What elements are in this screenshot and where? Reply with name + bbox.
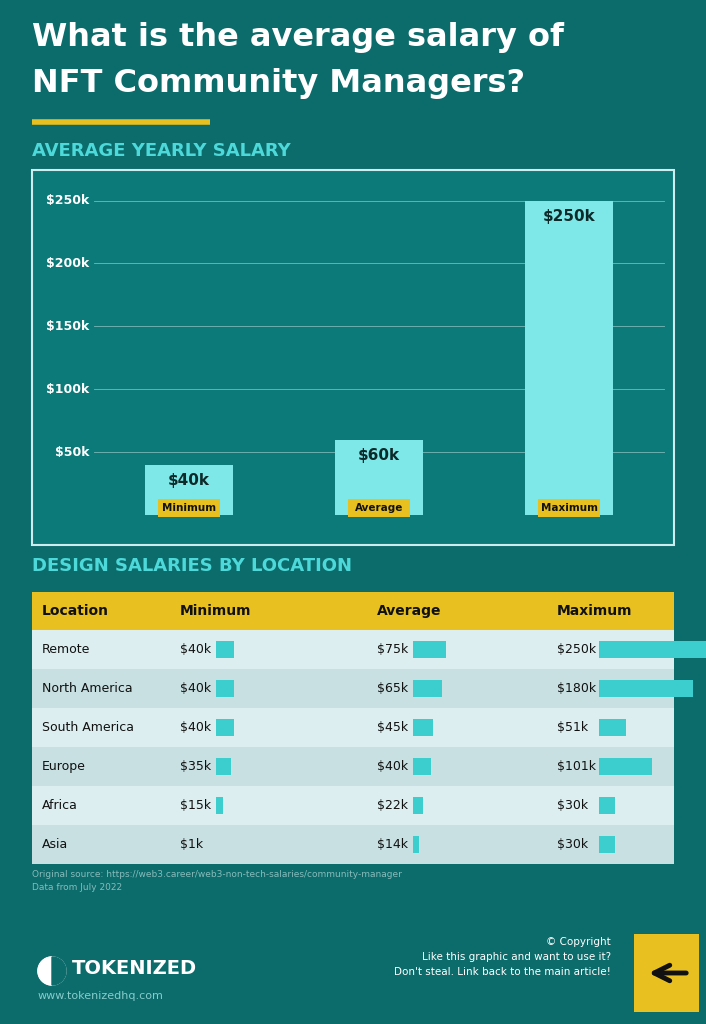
Text: Maximum: Maximum xyxy=(557,604,633,618)
Text: $200k: $200k xyxy=(46,257,89,270)
Text: $250k: $250k xyxy=(46,195,89,207)
Text: NFT Community Managers?: NFT Community Managers? xyxy=(32,68,525,99)
Text: $50k: $50k xyxy=(54,445,89,459)
Text: TOKENIZED: TOKENIZED xyxy=(72,959,197,978)
Text: $250k: $250k xyxy=(557,643,596,656)
Text: $45k: $45k xyxy=(377,721,408,734)
FancyBboxPatch shape xyxy=(32,669,674,708)
FancyBboxPatch shape xyxy=(599,836,615,853)
Text: $22k: $22k xyxy=(377,799,408,812)
FancyBboxPatch shape xyxy=(32,592,674,864)
Text: AVERAGE YEARLY SALARY: AVERAGE YEARLY SALARY xyxy=(32,142,291,160)
FancyBboxPatch shape xyxy=(413,836,419,853)
Text: $101k: $101k xyxy=(557,760,596,773)
Polygon shape xyxy=(38,957,52,985)
FancyBboxPatch shape xyxy=(145,465,233,515)
Text: $40k: $40k xyxy=(180,682,211,695)
FancyBboxPatch shape xyxy=(335,439,423,515)
Text: Average: Average xyxy=(355,503,403,513)
Text: www.tokenizedhq.com: www.tokenizedhq.com xyxy=(38,991,164,1001)
Text: $30k: $30k xyxy=(557,838,588,851)
Text: $250k: $250k xyxy=(543,209,595,223)
Text: Remote: Remote xyxy=(42,643,90,656)
FancyBboxPatch shape xyxy=(413,680,441,697)
Text: $150k: $150k xyxy=(46,319,89,333)
FancyBboxPatch shape xyxy=(32,708,674,746)
Text: $51k: $51k xyxy=(557,721,588,734)
Text: Asia: Asia xyxy=(42,838,68,851)
Text: $40k: $40k xyxy=(168,473,210,487)
FancyBboxPatch shape xyxy=(599,719,626,736)
Text: $40k: $40k xyxy=(180,721,211,734)
FancyBboxPatch shape xyxy=(32,825,674,864)
Text: Maximum: Maximum xyxy=(541,503,597,513)
Text: $30k: $30k xyxy=(557,799,588,812)
Text: South America: South America xyxy=(42,721,134,734)
FancyBboxPatch shape xyxy=(32,786,674,825)
Text: Original source: https://web3.career/web3-non-tech-salaries/community-manager
Da: Original source: https://web3.career/web… xyxy=(32,870,402,892)
Text: Minimum: Minimum xyxy=(162,503,216,513)
Circle shape xyxy=(38,957,66,985)
FancyBboxPatch shape xyxy=(599,758,652,775)
FancyBboxPatch shape xyxy=(413,719,433,736)
FancyBboxPatch shape xyxy=(32,630,674,669)
FancyBboxPatch shape xyxy=(216,641,234,658)
FancyBboxPatch shape xyxy=(216,680,234,697)
FancyBboxPatch shape xyxy=(32,746,674,786)
Text: Location: Location xyxy=(42,604,109,618)
FancyBboxPatch shape xyxy=(599,641,706,658)
Text: $100k: $100k xyxy=(46,383,89,395)
Text: $75k: $75k xyxy=(377,643,408,656)
Polygon shape xyxy=(52,957,66,985)
FancyBboxPatch shape xyxy=(32,592,674,630)
Text: $65k: $65k xyxy=(377,682,408,695)
Text: North America: North America xyxy=(42,682,133,695)
Text: $15k: $15k xyxy=(180,799,211,812)
FancyBboxPatch shape xyxy=(599,680,693,697)
FancyBboxPatch shape xyxy=(413,641,446,658)
Text: $40k: $40k xyxy=(180,643,211,656)
Text: $35k: $35k xyxy=(180,760,211,773)
Text: $1k: $1k xyxy=(180,838,203,851)
Text: Minimum: Minimum xyxy=(180,604,251,618)
FancyBboxPatch shape xyxy=(413,797,423,814)
FancyBboxPatch shape xyxy=(216,758,232,775)
FancyBboxPatch shape xyxy=(216,797,222,814)
FancyBboxPatch shape xyxy=(32,170,674,545)
Text: Africa: Africa xyxy=(42,799,78,812)
Text: © Copyright
Like this graphic and want to use it?
Don't steal. Link back to the : © Copyright Like this graphic and want t… xyxy=(394,937,611,977)
Text: Europe: Europe xyxy=(42,760,86,773)
Text: What is the average salary of: What is the average salary of xyxy=(32,22,564,53)
FancyBboxPatch shape xyxy=(216,719,234,736)
FancyBboxPatch shape xyxy=(538,499,600,517)
Text: $180k: $180k xyxy=(557,682,596,695)
Text: $60k: $60k xyxy=(358,447,400,463)
FancyBboxPatch shape xyxy=(158,499,220,517)
FancyBboxPatch shape xyxy=(634,934,699,1012)
FancyBboxPatch shape xyxy=(348,499,410,517)
Text: Average: Average xyxy=(377,604,441,618)
Text: DESIGN SALARIES BY LOCATION: DESIGN SALARIES BY LOCATION xyxy=(32,557,352,575)
FancyBboxPatch shape xyxy=(525,201,613,515)
FancyBboxPatch shape xyxy=(413,758,431,775)
Text: $14k: $14k xyxy=(377,838,408,851)
FancyBboxPatch shape xyxy=(599,797,615,814)
Text: $40k: $40k xyxy=(377,760,408,773)
